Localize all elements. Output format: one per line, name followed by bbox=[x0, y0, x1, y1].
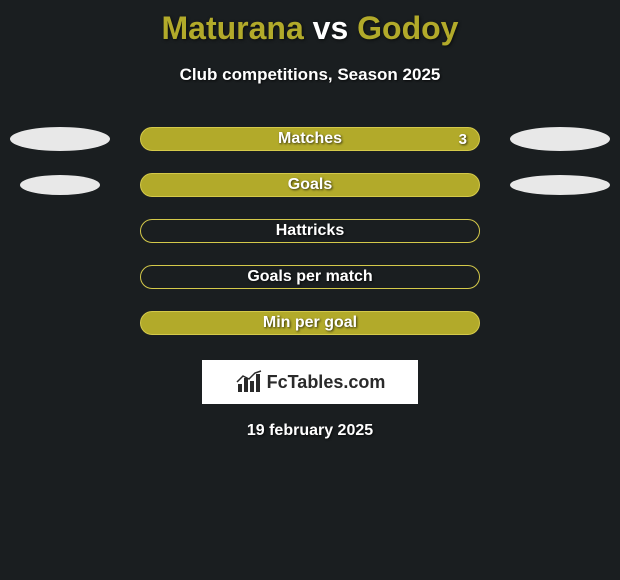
stat-row-goals: Goals bbox=[0, 173, 620, 197]
chart-icon bbox=[235, 370, 263, 394]
right-ellipse-icon bbox=[510, 127, 610, 151]
logo-text: FcTables.com bbox=[267, 372, 386, 393]
stat-bar-goals: Goals bbox=[140, 173, 480, 197]
stat-bar-min-per-goal: Min per goal bbox=[140, 311, 480, 335]
left-ellipse-icon bbox=[20, 175, 100, 195]
right-ellipse-icon bbox=[510, 175, 610, 195]
date-text: 19 february 2025 bbox=[0, 422, 620, 440]
stat-bar-hattricks: Hattricks bbox=[140, 219, 480, 243]
left-ellipse-icon bbox=[10, 127, 110, 151]
player1-name: Maturana bbox=[162, 10, 304, 46]
stat-row-matches: Matches 3 bbox=[0, 127, 620, 151]
stat-label: Matches bbox=[278, 130, 342, 148]
stat-label: Hattricks bbox=[276, 222, 344, 240]
stat-label: Goals bbox=[288, 176, 332, 194]
vs-text: vs bbox=[313, 10, 349, 46]
stat-label: Min per goal bbox=[263, 314, 357, 332]
stat-label: Goals per match bbox=[247, 268, 372, 286]
stat-row-hattricks: Hattricks bbox=[0, 219, 620, 243]
stat-row-min-per-goal: Min per goal bbox=[0, 311, 620, 335]
subtitle: Club competitions, Season 2025 bbox=[0, 65, 620, 85]
comparison-title: Maturana vs Godoy bbox=[0, 0, 620, 47]
stat-bar-goals-per-match: Goals per match bbox=[140, 265, 480, 289]
stat-value: 3 bbox=[459, 131, 467, 148]
player2-name: Godoy bbox=[357, 10, 458, 46]
fctables-logo: FcTables.com bbox=[202, 360, 418, 404]
stat-row-goals-per-match: Goals per match bbox=[0, 265, 620, 289]
stat-rows: Matches 3 Goals Hattricks Goals per matc… bbox=[0, 127, 620, 335]
stat-bar-matches: Matches 3 bbox=[140, 127, 480, 151]
